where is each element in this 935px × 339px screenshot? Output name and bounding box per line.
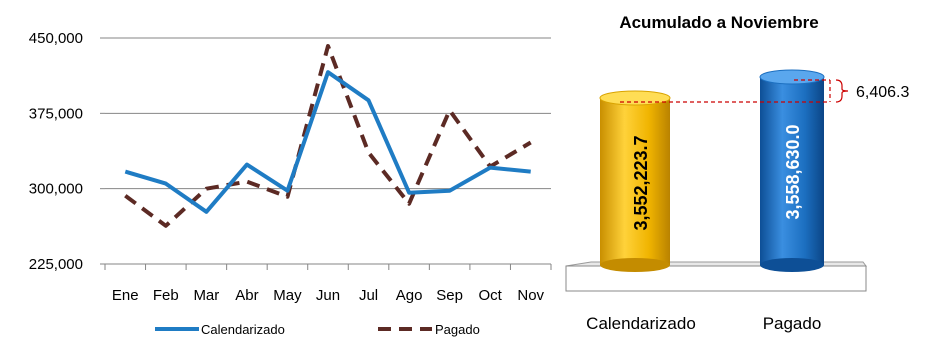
line-chart: 225,000 300,000 375,000 450,000 Ene Feb Mar Ab… <box>29 30 552 337</box>
y-tick-label: 450,000 <box>29 30 83 47</box>
x-tick-label: Ene <box>112 287 139 304</box>
difference-label: 6,406.3 <box>856 84 909 101</box>
cylinder-body-calendarizado <box>600 98 670 265</box>
legend-label-pagado: Pagado <box>435 322 480 337</box>
x-tick-label: Ago <box>396 287 423 304</box>
y-tick-label: 300,000 <box>29 181 83 198</box>
cylinder-top-pagado <box>759 69 825 85</box>
x-tick-label: Jul <box>359 287 378 304</box>
category-label-calendarizado: Calendarizado <box>586 314 696 333</box>
x-tick-label: Nov <box>517 287 544 304</box>
cylinder-chart: Acumulado a Noviembre 3,552,223.7 3,558,… <box>565 13 909 333</box>
x-tick-label: Jun <box>316 287 340 304</box>
category-label-pagado: Pagado <box>763 314 822 333</box>
legend-label-calendarizado: Calendarizado <box>201 322 285 337</box>
y-tick-label: 375,000 <box>29 105 83 122</box>
difference-annotation: 6,406.3 <box>620 79 909 103</box>
cylinder-base-calendarizado <box>600 258 670 272</box>
gridlines <box>100 37 551 265</box>
cylinder-top-calendarizado <box>599 90 671 106</box>
cylinder-base-pagado <box>760 258 824 272</box>
x-tick-label: Oct <box>479 287 503 304</box>
series-line-calendarizado <box>124 70 531 214</box>
x-tick-label: May <box>273 287 302 304</box>
value-label-calendarizado: 3,552,223.7 <box>631 135 651 230</box>
cylinder-body-pagado <box>760 77 824 265</box>
x-tick-label: Abr <box>235 287 258 304</box>
x-tick-label: Sep <box>436 287 463 304</box>
y-axis-tick-labels: 225,000 300,000 375,000 450,000 <box>29 30 83 273</box>
cylinder-calendarizado: 3,552,223.7 <box>599 90 671 272</box>
x-tick-label: Mar <box>193 287 219 304</box>
x-axis-tick-labels: Ene Feb Mar Abr May Jun Jul Ago Sep Oct Nov <box>104 264 552 304</box>
y-tick-label: 225,000 <box>29 256 83 273</box>
chart-title: Acumulado a Noviembre <box>619 13 818 32</box>
x-tick-label: Feb <box>153 287 179 304</box>
value-label-pagado: 3,558,630.0 <box>783 124 803 219</box>
series-lines <box>124 44 532 228</box>
legend: Calendarizado Pagado <box>155 322 480 337</box>
cylinder-pagado: 3,558,630.0 <box>759 69 825 272</box>
difference-brace <box>835 79 849 103</box>
